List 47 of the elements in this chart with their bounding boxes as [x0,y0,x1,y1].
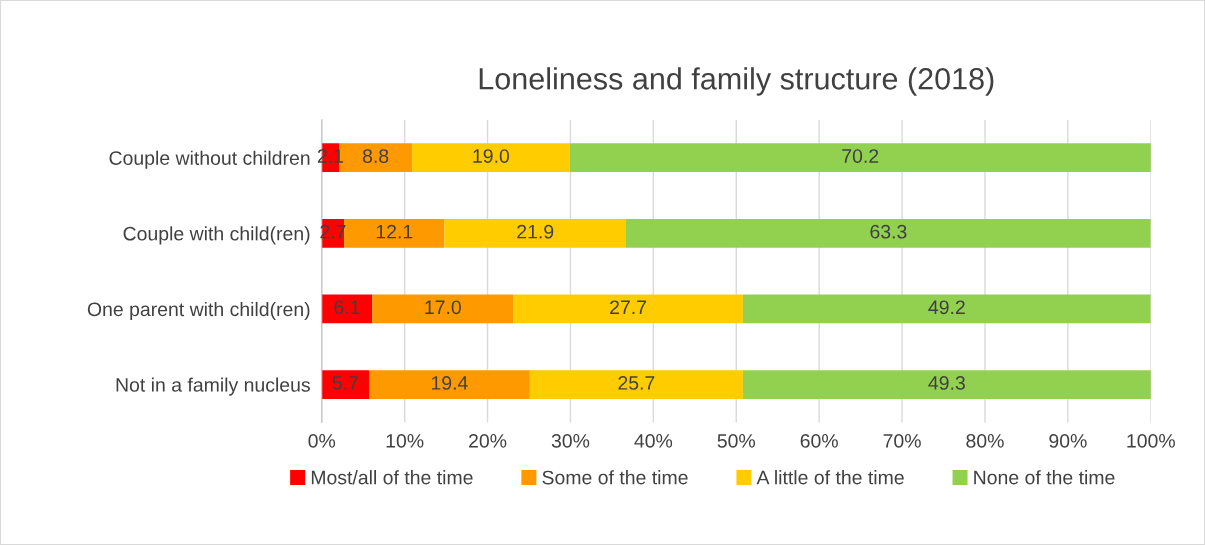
bar [321,294,373,324]
legend-label: A little of the time [756,470,904,485]
data-label: 49.3 [928,376,965,390]
data-label: 5.7 [332,376,358,390]
bar [569,143,1151,173]
y-tick-label: Not in a family nucleus [116,377,310,396]
data-label: 27.7 [610,300,647,314]
bar [372,294,514,324]
bar [625,218,1151,248]
data-label: 17.0 [425,300,461,315]
data-label: 19.0 [473,149,510,163]
data-label: 12.1 [376,224,413,239]
x-tick-label: 10% [386,434,424,448]
chart-title: Loneliness and family structure (2018) [479,67,994,96]
bar [368,370,530,399]
y-tick-label: One parent with child(ren) [87,301,310,321]
x-tick-label: 80% [966,434,1004,448]
data-label: 49.2 [928,300,965,315]
x-tick-label: 70% [883,434,921,448]
bar [742,370,1151,399]
y-tick-label: Couple with child(ren) [123,226,310,245]
bar [742,294,1151,324]
data-label: 8.8 [362,149,389,163]
legend-label: Most/all of the time [311,470,473,485]
data-label: 63.3 [870,224,907,239]
bar [344,218,445,248]
bar [321,370,369,399]
x-tick-label: 90% [1049,434,1087,448]
x-tick-label: 60% [800,434,838,448]
data-label: 6.1 [334,300,360,315]
data-label: 70.2 [842,149,879,163]
x-tick-label: 50% [717,434,756,448]
y-tick-label: Couple without children [109,150,310,169]
bar [412,143,570,173]
data-label: 25.7 [618,376,655,390]
x-tick-label: 40% [634,434,673,448]
x-tick-label: 100% [1127,434,1175,448]
bar [444,218,626,248]
x-tick-label: 20% [469,434,507,448]
legend-label: Some of the time [542,470,688,485]
legend-label: None of the time [974,470,1115,485]
data-label: 21.9 [517,224,554,239]
bar [529,370,743,399]
data-label: 19.4 [431,376,468,390]
x-tick-label: 30% [551,434,590,448]
x-tick-label: 0% [308,434,336,448]
bar [513,294,743,324]
